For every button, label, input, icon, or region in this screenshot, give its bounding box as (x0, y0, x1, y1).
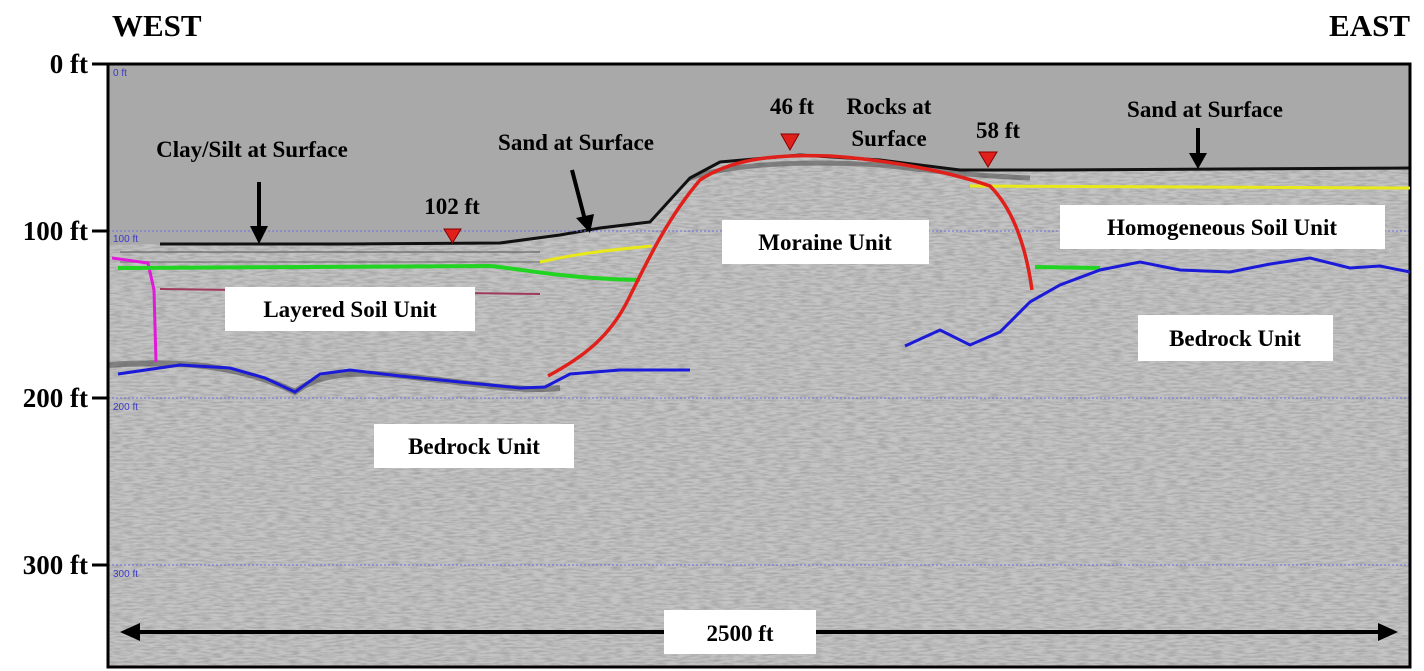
bedrock-west-box (374, 424, 574, 468)
scale-bar (120, 610, 1398, 654)
arrow-sand-mid (570, 169, 594, 233)
green-boundary-east (1034, 265, 1101, 270)
grid-label-200: 200 ft (113, 402, 138, 413)
depth-tick-300: 300 ft (23, 550, 88, 580)
arrow-sand-east (1189, 128, 1207, 169)
rocks-label-line2: Surface (851, 126, 926, 151)
depth-tick-200: 200 ft (23, 383, 88, 413)
bedrock-boundary-west (117, 363, 690, 394)
bedrock-east-label: Bedrock Unit (1169, 326, 1301, 351)
arrow-clay-silt (250, 182, 268, 244)
marker-58-ft (978, 151, 998, 168)
bedrock-east-box (1138, 315, 1333, 361)
grid-label-0: 0 ft (113, 68, 127, 79)
ground-surface (160, 153, 1411, 246)
moraine-boundary (547, 153, 1034, 378)
moraine-label: Moraine Unit (758, 230, 892, 255)
homogeneous-soil-label: Homogeneous Soil Unit (1107, 215, 1337, 240)
depth-102-label: 102 ft (424, 194, 480, 219)
sand-surface-mid-label: Sand at Surface (498, 130, 654, 155)
bedrock-west-label: Bedrock Unit (408, 434, 540, 459)
green-boundary-west (117, 263, 641, 282)
clay-silt-label: Clay/Silt at Surface (156, 137, 348, 162)
layered-soil-box (225, 287, 475, 331)
west-label: WEST (112, 8, 202, 43)
depth-tick-100: 100 ft (23, 216, 88, 246)
depth-axis (92, 62, 108, 567)
east-label: EAST (1329, 8, 1410, 43)
depth-46-label: 46 ft (770, 94, 814, 119)
bedrock-boundary-east (904, 256, 1411, 348)
depth-tick-0: 0 ft (50, 49, 88, 79)
grid-label-100: 100 ft (113, 234, 138, 245)
rocks-label-line1: Rocks at (847, 94, 932, 119)
marker-46-ft (780, 133, 800, 152)
sand-surface-east-label: Sand at Surface (1127, 97, 1283, 122)
magenta-boundary (111, 256, 158, 363)
yellow-boundary-east (969, 184, 1411, 190)
layered-soil-label: Layered Soil Unit (263, 297, 437, 322)
grid-label-300: 300 ft (113, 569, 138, 580)
scale-bar-label: 2500 ft (706, 621, 773, 646)
depth-58-label: 58 ft (976, 118, 1020, 143)
marker-102-ft (443, 228, 462, 244)
moraine-box (722, 220, 929, 264)
yellow-boundary-west (539, 244, 653, 264)
homogeneous-soil-box (1060, 205, 1385, 249)
plot-frame (106, 62, 1412, 669)
